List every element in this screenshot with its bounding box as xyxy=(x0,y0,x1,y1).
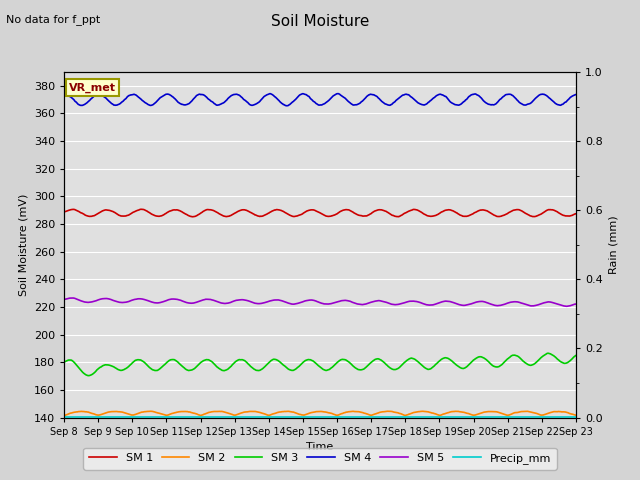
SM 1 xyxy=(572,211,580,216)
SM 2 xyxy=(401,413,409,419)
SM 2 xyxy=(147,408,154,414)
SM 3 xyxy=(175,360,182,366)
SM 1 xyxy=(399,212,406,217)
SM 2 xyxy=(397,411,405,417)
SM 3 xyxy=(60,359,68,365)
SM 4 xyxy=(572,92,580,97)
Text: Soil Moisture: Soil Moisture xyxy=(271,14,369,29)
SM 5 xyxy=(572,301,580,307)
SM 1 xyxy=(122,213,130,219)
SM 1 xyxy=(175,207,182,213)
SM 3 xyxy=(202,357,209,363)
Precip_mm xyxy=(60,414,68,420)
SM 5 xyxy=(397,300,405,306)
Line: SM 4: SM 4 xyxy=(64,94,576,106)
Y-axis label: Rain (mm): Rain (mm) xyxy=(609,216,618,274)
Line: SM 3: SM 3 xyxy=(64,353,576,376)
SM 3 xyxy=(84,373,92,379)
SM 4 xyxy=(383,102,391,108)
Precip_mm xyxy=(69,414,77,420)
SM 3 xyxy=(69,359,77,364)
X-axis label: Time: Time xyxy=(307,442,333,452)
SM 4 xyxy=(174,99,182,105)
Line: SM 5: SM 5 xyxy=(64,298,576,306)
SM 3 xyxy=(545,350,552,356)
SM 1 xyxy=(138,206,145,212)
SM 5 xyxy=(202,296,209,302)
SM 1 xyxy=(203,207,211,213)
SM 4 xyxy=(69,96,77,102)
Precip_mm xyxy=(572,414,580,420)
Precip_mm xyxy=(122,414,130,420)
SM 2 xyxy=(175,409,182,415)
SM 5 xyxy=(383,300,390,305)
SM 4 xyxy=(283,103,291,108)
SM 3 xyxy=(383,362,390,368)
SM 1 xyxy=(383,209,391,215)
SM 5 xyxy=(68,295,76,301)
SM 5 xyxy=(563,303,571,309)
SM 3 xyxy=(123,365,131,371)
Line: SM 1: SM 1 xyxy=(64,209,576,217)
Text: No data for f_ppt: No data for f_ppt xyxy=(6,14,100,25)
SM 5 xyxy=(123,299,131,305)
SM 3 xyxy=(397,362,405,368)
SM 4 xyxy=(334,91,342,96)
Y-axis label: Soil Moisture (mV): Soil Moisture (mV) xyxy=(18,193,28,296)
Precip_mm xyxy=(382,414,390,420)
Line: SM 2: SM 2 xyxy=(64,411,576,416)
Precip_mm xyxy=(201,414,209,420)
Precip_mm xyxy=(397,414,404,420)
SM 2 xyxy=(122,410,130,416)
SM 3 xyxy=(572,352,580,358)
SM 1 xyxy=(188,214,196,220)
SM 2 xyxy=(202,411,209,417)
Precip_mm xyxy=(174,414,182,420)
SM 5 xyxy=(70,295,78,301)
SM 1 xyxy=(69,206,77,212)
SM 4 xyxy=(201,93,209,99)
Legend: SM 1, SM 2, SM 3, SM 4, SM 5, Precip_mm: SM 1, SM 2, SM 3, SM 4, SM 5, Precip_mm xyxy=(83,448,557,469)
SM 2 xyxy=(60,412,68,418)
SM 1 xyxy=(60,209,68,215)
SM 4 xyxy=(60,92,68,97)
SM 2 xyxy=(383,408,390,414)
SM 2 xyxy=(69,409,77,415)
SM 4 xyxy=(122,96,130,101)
Text: VR_met: VR_met xyxy=(69,83,116,93)
SM 5 xyxy=(175,297,182,302)
SM 2 xyxy=(572,412,580,418)
SM 4 xyxy=(399,93,406,98)
SM 5 xyxy=(60,297,68,302)
